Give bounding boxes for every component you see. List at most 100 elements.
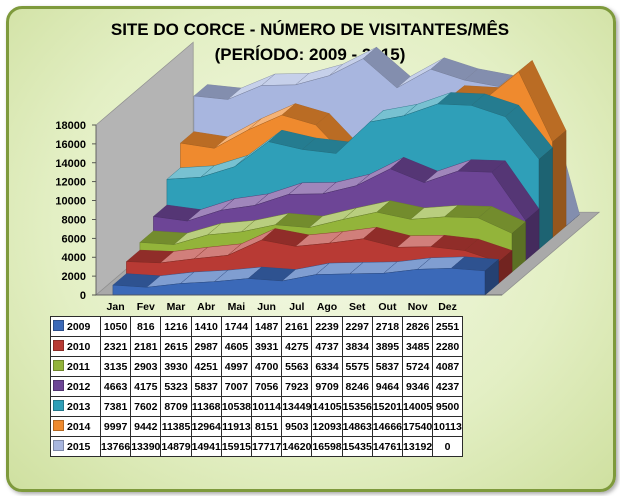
series-end-2011 bbox=[511, 221, 526, 273]
series-end-2009 bbox=[484, 258, 499, 296]
data-cell: 8151 bbox=[251, 416, 283, 437]
data-cell: 17540 bbox=[402, 416, 434, 437]
y-tick-label: 10000 bbox=[55, 196, 86, 208]
data-cell: 5724 bbox=[402, 356, 434, 377]
data-cell: 10113 bbox=[432, 416, 463, 437]
data-cell: 5575 bbox=[341, 356, 373, 377]
series-front-2009 bbox=[112, 268, 486, 296]
x-tick-label: Nov bbox=[407, 301, 428, 313]
legend-label: 2014 bbox=[67, 421, 91, 433]
y-tick-label: 4000 bbox=[62, 252, 86, 264]
data-cell: 11368 bbox=[190, 396, 222, 417]
x-tick-label: Mar bbox=[166, 301, 186, 313]
legend-label: 2009 bbox=[67, 321, 91, 333]
table-corner bbox=[51, 298, 101, 317]
data-cell: 2903 bbox=[130, 356, 162, 377]
data-cell: 1216 bbox=[160, 316, 192, 337]
data-cell: 15435 bbox=[341, 436, 373, 457]
legend-swatch bbox=[53, 360, 64, 371]
data-cell: 14620 bbox=[281, 436, 313, 457]
data-cell: 5323 bbox=[160, 376, 192, 397]
data-cell: 9500 bbox=[432, 396, 463, 417]
series-2009 bbox=[112, 256, 500, 296]
data-cell: 6334 bbox=[311, 356, 343, 377]
data-cell: 12093 bbox=[311, 416, 343, 437]
legend-label: 2015 bbox=[67, 441, 91, 453]
data-cell: 1487 bbox=[251, 316, 283, 337]
data-cell: 17717 bbox=[251, 436, 283, 457]
legend-swatch bbox=[53, 420, 64, 431]
data-cell: 1410 bbox=[190, 316, 222, 337]
data-cell: 3834 bbox=[341, 336, 373, 357]
legend-entry: 2013 bbox=[50, 396, 101, 417]
table-row: 2014 9997 9442 11385 12964 11913 8151 9503 12093… bbox=[50, 416, 463, 437]
data-cell: 15915 bbox=[220, 436, 253, 457]
x-tick-label: Mai bbox=[227, 301, 246, 313]
data-cell: 4237 bbox=[432, 376, 463, 397]
y-tick-label: 8000 bbox=[62, 214, 86, 226]
data-cell: 2551 bbox=[432, 316, 463, 337]
data-cell: 14666 bbox=[371, 416, 404, 437]
data-cell: 4087 bbox=[432, 356, 463, 377]
data-cell: 4251 bbox=[190, 356, 222, 377]
data-cell: 1744 bbox=[220, 316, 253, 337]
x-tick-label: Jul bbox=[289, 301, 305, 313]
x-tick-label: Set bbox=[349, 301, 366, 313]
legend-label: 2010 bbox=[67, 341, 91, 353]
legend-entry: 2009 bbox=[50, 316, 101, 337]
data-cell: 8709 bbox=[160, 396, 192, 417]
data-cell: 13766 bbox=[99, 436, 132, 457]
data-cell: 13449 bbox=[281, 396, 313, 417]
data-cell: 9503 bbox=[281, 416, 313, 437]
data-cell: 10538 bbox=[220, 396, 253, 417]
data-cell: 4663 bbox=[99, 376, 132, 397]
table-row: 2012 4663 4175 5323 5837 7007 7056 7923 9709 8246… bbox=[50, 376, 463, 397]
x-tick-label: Fev bbox=[136, 301, 155, 313]
y-tick-label: 12000 bbox=[55, 177, 86, 189]
data-cell: 7602 bbox=[130, 396, 162, 417]
data-cell: 2161 bbox=[281, 316, 313, 337]
x-tick-label: Abr bbox=[197, 301, 216, 313]
data-cell: 13390 bbox=[130, 436, 162, 457]
data-cell: 0 bbox=[432, 436, 463, 457]
x-tick-label: Ago bbox=[316, 301, 338, 313]
data-cell: 2987 bbox=[190, 336, 222, 357]
legend-swatch bbox=[53, 380, 64, 391]
data-cell: 2615 bbox=[160, 336, 192, 357]
data-cell: 8246 bbox=[341, 376, 373, 397]
data-cell: 4175 bbox=[130, 376, 162, 397]
data-cell: 5563 bbox=[281, 356, 313, 377]
data-cell: 2826 bbox=[402, 316, 434, 337]
data-cell: 15201 bbox=[371, 396, 404, 417]
data-cell: 9709 bbox=[311, 376, 343, 397]
y-tick-label: 2000 bbox=[62, 271, 86, 283]
data-cell: 11913 bbox=[220, 416, 253, 437]
data-cell: 10114 bbox=[251, 396, 283, 417]
data-cell: 2297 bbox=[341, 316, 373, 337]
data-cell: 14105 bbox=[311, 396, 343, 417]
data-cell: 816 bbox=[130, 316, 162, 337]
data-cell: 9464 bbox=[371, 376, 404, 397]
data-cell: 4700 bbox=[251, 356, 283, 377]
data-cell: 7007 bbox=[220, 376, 253, 397]
data-cell: 7923 bbox=[281, 376, 313, 397]
data-cell: 4737 bbox=[311, 336, 343, 357]
legend-swatch bbox=[53, 400, 64, 411]
data-cell: 12964 bbox=[190, 416, 222, 437]
data-cell: 2181 bbox=[130, 336, 162, 357]
x-tick-label: Jun bbox=[257, 301, 276, 313]
series-end-2015 bbox=[565, 214, 580, 227]
table-row: 2009 1050 816 1216 1410 1744 1487 2161 2239 2297 2… bbox=[50, 316, 463, 337]
legend-entry: 2015 bbox=[50, 436, 101, 457]
data-cell: 3931 bbox=[251, 336, 283, 357]
data-cell: 3930 bbox=[160, 356, 192, 377]
legend-label: 2011 bbox=[67, 361, 90, 373]
legend-swatch bbox=[53, 340, 64, 351]
data-cell: 2718 bbox=[371, 316, 404, 337]
y-tick-label: 0 bbox=[80, 290, 86, 302]
y-tick-label: 18000 bbox=[55, 120, 86, 132]
legend-entry: 2012 bbox=[50, 376, 101, 397]
data-cell: 3135 bbox=[99, 356, 132, 377]
legend-entry: 2011 bbox=[50, 356, 101, 377]
